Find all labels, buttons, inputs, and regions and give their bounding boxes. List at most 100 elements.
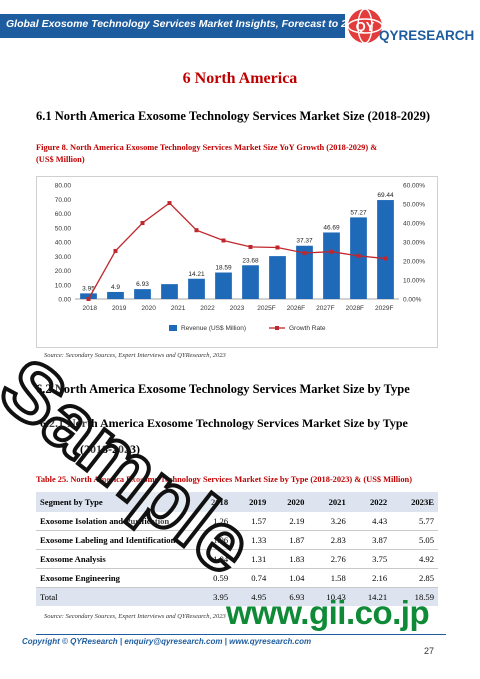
subsection-heading-6-1: 6.1 North America Exosome Technology Ser… (36, 109, 431, 123)
bar-data-label: 69.44 (377, 192, 394, 199)
subsection-heading-6-2: 6.2 North America Exosome Technology Ser… (36, 382, 410, 396)
table-cell: 1.58 (308, 568, 350, 588)
table-cell: 14.21 (349, 587, 392, 606)
y-left-tick-label: 50.00 (55, 225, 72, 232)
growth-rate-marker (86, 297, 91, 301)
gii-watermark: www.gii.co.jp (226, 594, 430, 631)
figure-caption-line1: Figure 8. North America Exosome Technolo… (36, 143, 378, 152)
qyresearch-logo: QY QYRESEARCH (345, 6, 475, 46)
footer-copyright: Copyright © QYResearch | enquiry@qyresea… (22, 637, 312, 646)
x-tick-label: 2025F (257, 305, 275, 312)
growth-rate-marker (356, 253, 361, 258)
bar-data-label: 6.93 (136, 281, 149, 288)
growth-rate-marker (275, 245, 280, 250)
table-source: Source: Secondary Sources, Expert Interv… (44, 613, 226, 620)
growth-rate-marker (302, 251, 307, 256)
table-cell: 1.87 (270, 530, 309, 550)
table-cell: 3.87 (349, 530, 392, 550)
table-cell: 3.95 (194, 587, 233, 606)
table-row: Exosome Isolation and Purification 1.26 … (36, 512, 438, 531)
revenue-bar (161, 284, 178, 299)
table-cell: 10.43 (308, 587, 350, 606)
x-tick-label: 2029F (375, 305, 393, 312)
y-left-tick-label: 60.00 (55, 211, 72, 218)
table-header-cell: 2019 (232, 492, 271, 512)
legend-swatch-revenue (169, 325, 177, 331)
bar-data-label: 4.9 (111, 284, 120, 291)
y-left-tick-label: 30.00 (55, 254, 72, 261)
y-right-tick-label: 60.00% (403, 183, 425, 190)
header-bar (0, 14, 345, 38)
bar-data-label: 37.37 (296, 238, 313, 245)
revenue-bar (107, 291, 124, 299)
revenue-bar (296, 245, 313, 299)
table-cell: 3.75 (349, 549, 392, 569)
table-header-cell: Segment by Type (36, 492, 194, 512)
table-header-cell: 2018 (194, 492, 233, 512)
revenue-bar (350, 217, 367, 299)
y-right-tick-label: 50.00% (403, 202, 425, 209)
figure-source: Source: Secondary Sources, Expert Interv… (44, 352, 226, 359)
table-cell: 2.85 (391, 568, 438, 588)
market-size-chart: 0.00 10.00 20.00 30.00 40.00 50.00 60.00 70.00 8… (55, 183, 426, 333)
y-right-tick-label: 20.00% (403, 259, 425, 266)
table-header-cell: 2023E (391, 492, 438, 512)
table-cell: 1.04 (270, 568, 309, 588)
page-number: 27 (424, 646, 435, 656)
bar-data-label: 14.21 (188, 271, 205, 278)
segment-table: Segment by Type 2018 2019 2020 2021 2022… (36, 492, 438, 606)
table-header-cell: 2022 (349, 492, 392, 512)
table-cell: 1.04 (194, 549, 233, 569)
revenue-bar (242, 265, 259, 299)
subsection-heading-6-2-1: 6.2.1 North America Exosome Technology S… (40, 416, 408, 430)
table-cell: 0.59 (194, 568, 233, 588)
table-row: Exosome Labeling and Identification 1.06… (36, 530, 438, 550)
table-header-cell: 2020 (270, 492, 309, 512)
table-cell: 1.57 (232, 512, 271, 531)
revenue-bar (377, 200, 394, 299)
growth-rate-marker (140, 221, 145, 225)
logo-text: QYRESEARCH (379, 28, 475, 43)
page-footer (36, 634, 446, 649)
logo-mark: QY (356, 19, 375, 34)
table-cell: 5.77 (391, 512, 438, 531)
table-cell: 4.92 (391, 549, 438, 569)
revenue-bar (323, 232, 340, 299)
y-left-tick-label: 40.00 (55, 240, 72, 247)
growth-rate-marker (248, 244, 253, 249)
bar-data-label: 57.27 (350, 209, 367, 216)
x-tick-label: 2023 (230, 305, 245, 312)
table-cell: 1.33 (232, 530, 271, 550)
growth-rate-line (87, 202, 386, 300)
x-tick-label: 2028F (346, 305, 364, 312)
y-left-tick-label: 20.00 (55, 268, 72, 275)
x-tick-label: 2018 (82, 305, 97, 312)
table-cell: 18.59 (391, 587, 438, 606)
growth-rate-marker (194, 228, 199, 233)
table-cell: Exosome Isolation and Purification (36, 512, 194, 531)
growth-rate-marker (113, 248, 118, 253)
table-cell: 3.26 (308, 512, 350, 531)
subsection-heading-6-2-1-years: (2018-2023) (80, 442, 140, 456)
table-cell: 2.16 (349, 568, 392, 588)
page-header: Global Exosome Technology Services Marke… (0, 0, 480, 60)
x-tick-label: 2027F (316, 305, 334, 312)
table-row: Exosome Analysis 1.04 1.31 1.83 2.76 3.7… (36, 549, 438, 569)
y-left-tick-label: 0.00 (58, 297, 71, 304)
table-cell: 4.43 (349, 512, 392, 531)
x-tick-label: 2020 (141, 305, 156, 312)
table-cell: 0.74 (232, 568, 271, 588)
figure-caption-line2: (US$ Million) (36, 155, 85, 164)
legend-marker-growth (275, 326, 279, 330)
legend-label-revenue: Revenue (US$ Million) (181, 325, 246, 332)
y-right-tick-label: 30.00% (403, 240, 425, 247)
chart-frame: 0.00 10.00 20.00 30.00 40.00 50.00 60.00 70.00 8… (36, 176, 438, 348)
bar-data-label: 3.95 (82, 285, 95, 292)
x-tick-label: 2026F (287, 305, 305, 312)
x-tick-label: 2021 (171, 305, 186, 312)
y-right-tick-label: 40.00% (403, 221, 425, 228)
table-cell: Exosome Engineering (36, 568, 194, 588)
table-cell: 2.83 (308, 530, 350, 550)
table-cell: Exosome Labeling and Identification (36, 530, 194, 550)
